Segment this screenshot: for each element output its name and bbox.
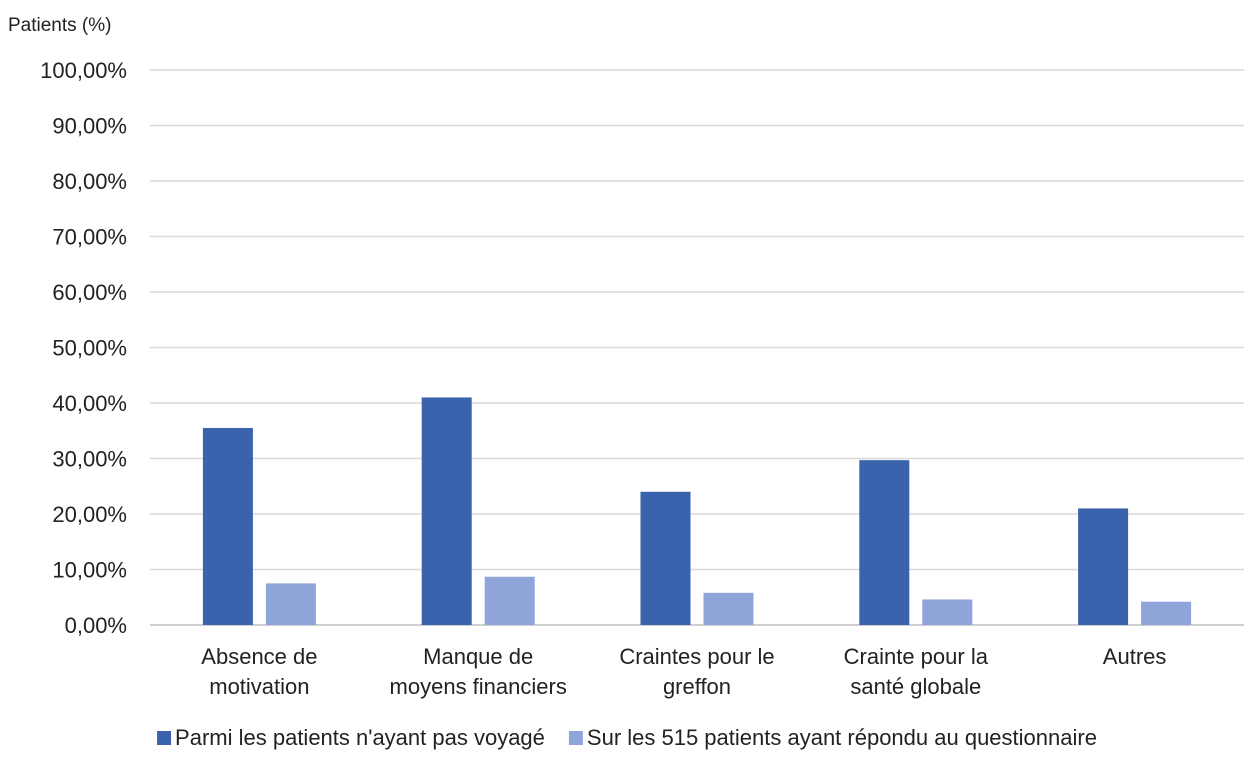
y-tick-label: 30,00% — [52, 447, 127, 472]
y-tick-label: 20,00% — [52, 502, 127, 527]
x-tick-label: Crainte pour la — [844, 644, 989, 669]
x-tick-label: santé globale — [850, 674, 981, 699]
y-tick-label: 40,00% — [52, 391, 127, 416]
x-tick-label: Absence de — [201, 644, 317, 669]
bar-series-1 — [202, 427, 253, 625]
legend-label: Parmi les patients n'ayant pas voyagé — [175, 725, 545, 750]
x-tick-label: moyens financiers — [390, 674, 567, 699]
x-tick-label: greffon — [663, 674, 731, 699]
x-tick-label: Craintes pour le — [619, 644, 774, 669]
legend-label: Sur les 515 patients ayant répondu au qu… — [587, 725, 1097, 750]
y-tick-label: 10,00% — [52, 558, 127, 583]
y-axis-label: Patients (%) — [8, 15, 111, 36]
y-tick-label: 90,00% — [52, 114, 127, 139]
bar-series-1 — [421, 397, 472, 625]
x-tick-label: Manque de — [423, 644, 533, 669]
bar-series-2 — [703, 592, 754, 625]
bar-series-2 — [1141, 601, 1192, 625]
bar-series-1 — [1078, 508, 1129, 625]
x-tick-label: Autres — [1103, 644, 1167, 669]
y-tick-label: 70,00% — [52, 225, 127, 250]
y-tick-label: 50,00% — [52, 336, 127, 361]
y-tick-label: 100,00% — [40, 58, 127, 83]
gridlines — [150, 69, 1244, 626]
bar-series-1 — [859, 460, 910, 625]
y-tick-labels: 0,00% 10,00% 20,00% 30,00% 40,00% 50,00% 60,00… — [40, 58, 127, 638]
y-tick-label: 80,00% — [52, 169, 127, 194]
bars — [202, 397, 1192, 625]
bar-series-2 — [265, 583, 316, 625]
legend-swatch — [568, 731, 583, 745]
legend-item: Sur les 515 patients ayant répondu au qu… — [568, 725, 1097, 750]
x-tick-label: motivation — [209, 674, 309, 699]
bar-series-1 — [640, 491, 691, 625]
bar-series-2 — [922, 599, 973, 625]
legend-item: Parmi les patients n'ayant pas voyagé — [157, 725, 545, 750]
y-tick-label: 60,00% — [52, 280, 127, 305]
bar-series-2 — [484, 576, 535, 625]
legend-swatch — [157, 731, 172, 745]
legend: Parmi les patients n'ayant pas voyagé Sur… — [157, 725, 1097, 750]
category-labels: Absence de motivation Manque de moyens fina… — [201, 644, 1166, 699]
y-tick-label: 0,00% — [65, 613, 127, 638]
